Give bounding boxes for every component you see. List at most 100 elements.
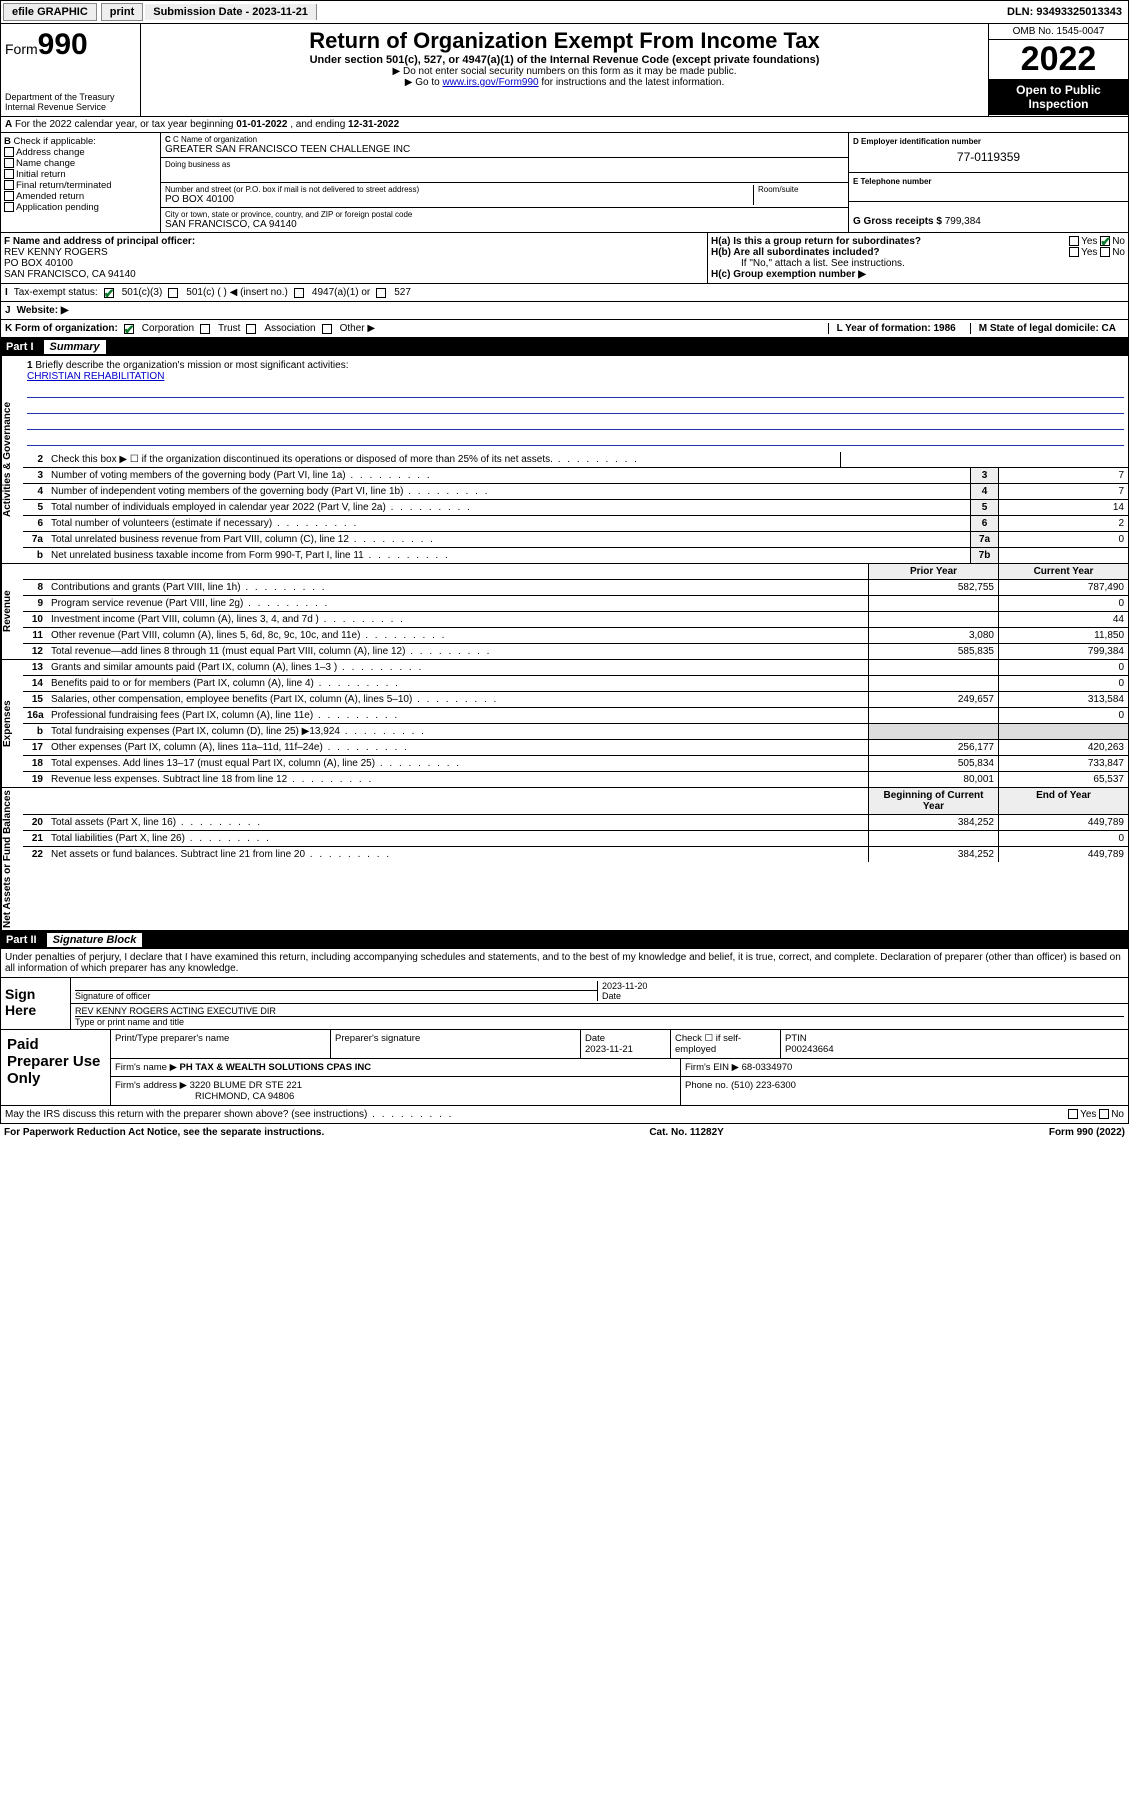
efile-button[interactable]: efile GRAPHIC [3,3,97,21]
vtab-expenses: Expenses [1,660,23,787]
gov-row: 4Number of independent voting members of… [23,484,1128,500]
page-footer: For Paperwork Reduction Act Notice, see … [0,1124,1129,1141]
ck-corp[interactable] [124,324,134,334]
table-row: 16aProfessional fundraising fees (Part I… [23,708,1128,724]
may-discuss: May the IRS discuss this return with the… [0,1106,1129,1124]
table-row: 17Other expenses (Part IX, column (A), l… [23,740,1128,756]
form-header: Form990 Department of the Treasury Inter… [0,24,1129,117]
checkbox-initial-return[interactable] [4,169,14,179]
dba-label: Doing business as [165,160,844,169]
irs-label: Internal Revenue Service [5,102,136,112]
ck-501c[interactable] [168,288,178,298]
revenue-section: Revenue Prior Year Current Year 8Contrib… [0,564,1129,660]
sig-date: 2023-11-20 [602,981,647,991]
activities-governance: Activities & Governance 1 Briefly descri… [0,356,1129,564]
address: PO BOX 40100 [165,194,749,205]
ck-4947[interactable] [294,288,304,298]
preparer-date: 2023-11-21 [585,1044,633,1055]
hb-note: If "No," attach a list. See instructions… [711,258,1125,269]
ck-527[interactable] [376,288,386,298]
form-title: Return of Organization Exempt From Incom… [145,28,984,54]
checkbox-name-change[interactable] [4,158,14,168]
signature-block: Under penalties of perjury, I declare th… [0,949,1129,1030]
table-row: bTotal fundraising expenses (Part IX, co… [23,724,1128,740]
na-header-row: Beginning of Current Year End of Year [23,788,1128,815]
hc-label: H(c) Group exemption number ▶ [711,269,866,280]
dept-treasury: Department of the Treasury [5,92,136,102]
table-row: 13Grants and similar amounts paid (Part … [23,660,1128,676]
hb-yes[interactable] [1069,247,1079,257]
print-button[interactable]: print [101,3,143,21]
section-i: I Tax-exempt status: 501(c)(3) 501(c) ( … [0,284,1129,302]
officer-name-label: Type or print name and title [75,1016,1124,1027]
city-label: City or town, state or province, country… [165,210,844,219]
ck-other[interactable] [322,324,332,334]
may-no[interactable] [1099,1109,1109,1119]
ck-assoc[interactable] [246,324,256,334]
firm-name: PH TAX & WEALTH SOLUTIONS CPAS INC [180,1062,372,1073]
table-row: 18Total expenses. Add lines 13–17 (must … [23,756,1128,772]
cat-no: Cat. No. 11282Y [649,1127,723,1138]
omb-number: OMB No. 1545-0047 [989,24,1128,40]
table-row: 8Contributions and grants (Part VIII, li… [23,580,1128,596]
may-yes[interactable] [1068,1109,1078,1119]
self-employed-check: Check ☐ if self-employed [671,1030,781,1058]
table-row: 22Net assets or fund balances. Subtract … [23,847,1128,862]
mission-label: Briefly describe the organization's miss… [35,360,348,371]
checkbox-final-return[interactable] [4,180,14,190]
part-1-header: Part I Summary [0,338,1129,356]
firm-address-2: RICHMOND, CA 94806 [115,1091,294,1102]
ha-label: H(a) Is this a group return for subordin… [711,236,921,247]
part-2-header: Part II Signature Block [0,931,1129,949]
mission-text[interactable]: CHRISTIAN REHABILITATION [27,371,164,382]
year-formation: L Year of formation: 1986 [837,323,956,334]
org-name-label: C Name of organization [173,135,257,144]
checkbox-address-change[interactable] [4,147,14,157]
ptin: P00243664 [785,1044,834,1055]
ha-no[interactable] [1100,236,1110,246]
form-number: Form990 [5,28,136,62]
form-note-2: ▶ Go to www.irs.gov/Form990 for instruct… [145,77,984,88]
open-inspection: Open to Public Inspection [989,79,1128,115]
dln: DLN: 93493325013343 [1001,4,1128,20]
form-ref: Form 990 (2022) [1049,1127,1125,1138]
table-row: 11Other revenue (Part VIII, column (A), … [23,628,1128,644]
room-label: Room/suite [758,185,844,194]
gov-row: 6Total number of volunteers (estimate if… [23,516,1128,532]
table-row: 9Program service revenue (Part VIII, lin… [23,596,1128,612]
sig-officer-label: Signature of officer [75,990,597,1001]
checkbox-pending[interactable] [4,202,14,212]
table-row: 14Benefits paid to or for members (Part … [23,676,1128,692]
org-name: GREATER SAN FRANCISCO TEEN CHALLENGE INC [165,144,844,155]
tax-status-label: Tax-exempt status: [14,287,98,298]
section-j: J Website: ▶ [0,302,1129,320]
officer-addr1: PO BOX 40100 [4,258,73,269]
tax-year: 2022 [989,40,1128,79]
gov-row: 3Number of voting members of the governi… [23,468,1128,484]
gross-receipts-label: G Gross receipts $ [853,216,942,227]
ha-yes[interactable] [1069,236,1079,246]
checkbox-amended[interactable] [4,191,14,201]
ck-trust[interactable] [200,324,210,334]
perjury-declaration: Under penalties of perjury, I declare th… [1,949,1128,977]
ck-501c3[interactable] [104,288,114,298]
firm-ein: 68-0334970 [742,1062,793,1073]
phone-label: E Telephone number [853,177,932,186]
section-b-to-g: B Check if applicable: Address change Na… [0,133,1129,233]
form-org-label: K Form of organization: [5,323,118,334]
firm-phone: (510) 223-6300 [731,1080,796,1091]
top-bar: efile GRAPHIC print Submission Date - 20… [0,0,1129,24]
vtab-governance: Activities & Governance [1,356,23,563]
table-row: 21Total liabilities (Part X, line 26)0 [23,831,1128,847]
irs-link[interactable]: www.irs.gov/Form990 [442,77,538,88]
officer-label: F Name and address of principal officer: [4,236,195,247]
gov-row: 7aTotal unrelated business revenue from … [23,532,1128,548]
hb-no[interactable] [1100,247,1110,257]
paid-preparer: Paid Preparer Use Only Print/Type prepar… [0,1030,1129,1106]
preparer-sig-label: Preparer's signature [331,1030,581,1058]
section-f-h: F Name and address of principal officer:… [0,233,1129,284]
form-note-1: ▶ Do not enter social security numbers o… [145,66,984,77]
gross-receipts: 799,384 [945,216,981,227]
paperwork-notice: For Paperwork Reduction Act Notice, see … [4,1127,324,1138]
officer-typed-name: REV KENNY ROGERS ACTING EXECUTIVE DIR [75,1006,1124,1016]
